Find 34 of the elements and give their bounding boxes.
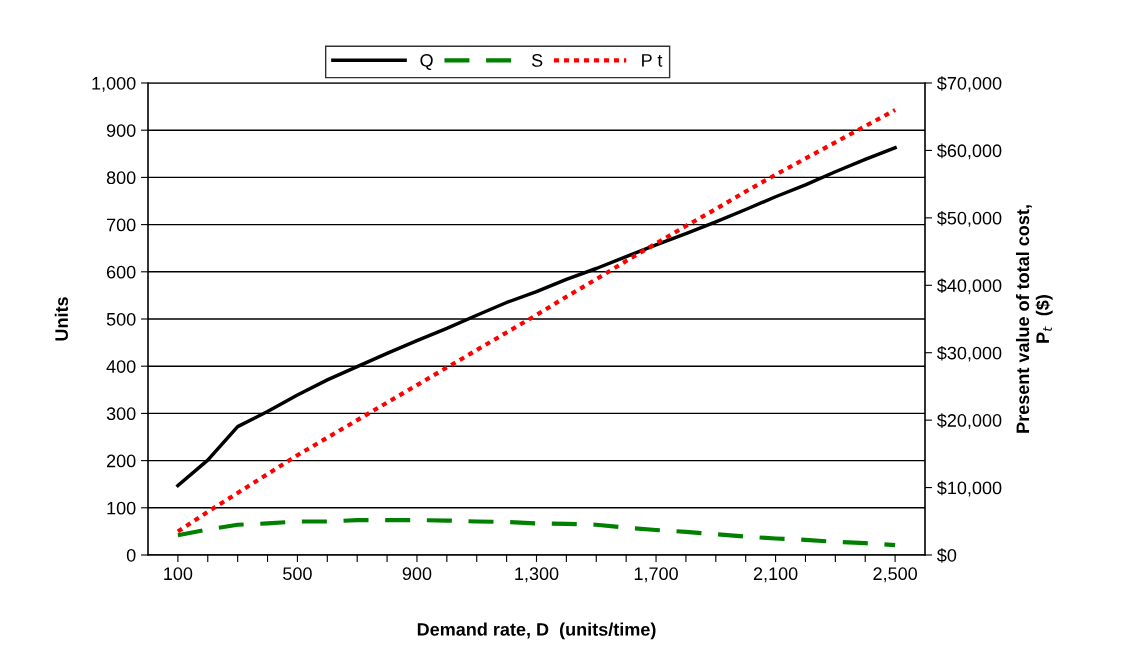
y2-tick-label: $0	[937, 548, 957, 563]
y2-tick-label: $50,000	[937, 211, 1002, 227]
x-axis-title: Demand rate, D (units/time)	[417, 622, 656, 640]
x-tick-label: 1,700	[634, 567, 678, 583]
y-tick-label: 0	[126, 548, 136, 562]
y-tick-label: 400	[106, 360, 136, 373]
y-tick-label: 1,000	[92, 76, 136, 92]
y-tick-label: 900	[106, 124, 136, 137]
line-series	[175, 107, 898, 534]
x-tick-label: 1,300	[515, 567, 559, 583]
y-tick-label: 100	[107, 501, 136, 515]
legend-label: Q	[420, 54, 433, 71]
y2-tick-label: $40,000	[937, 278, 1002, 295]
y-tick-label: 600	[106, 265, 136, 279]
x-tick-label: 900	[402, 567, 432, 581]
y-tick-label: 700	[107, 218, 136, 232]
y2-axis-title: Present value of total cost, P$_{t}$ ($)	[1015, 205, 1053, 433]
y2-tick-label: $70,000	[937, 76, 1002, 92]
y-tick-label: 500	[106, 312, 136, 326]
y-tick-label: 800	[106, 171, 136, 185]
legend-label: P t	[642, 54, 663, 67]
y2-tick-label: $30,000	[937, 345, 1002, 362]
x-tick-label: 500	[283, 567, 312, 581]
x-tick-label: 100	[164, 567, 193, 581]
x-tick-label: 2,100	[753, 567, 798, 583]
x-tick-label: 2,500	[873, 567, 917, 583]
y2-tick-label: $20,000	[937, 413, 1002, 429]
y-axis-title: Units	[54, 297, 68, 341]
y-tick-label: 300	[106, 407, 136, 421]
legend-label: S	[531, 54, 543, 67]
y2-tick-label: $60,000	[937, 143, 1002, 160]
y2-tick-label: $10,000	[937, 480, 1002, 497]
y-tick-label: 200	[106, 454, 136, 468]
line-series	[175, 517, 898, 548]
